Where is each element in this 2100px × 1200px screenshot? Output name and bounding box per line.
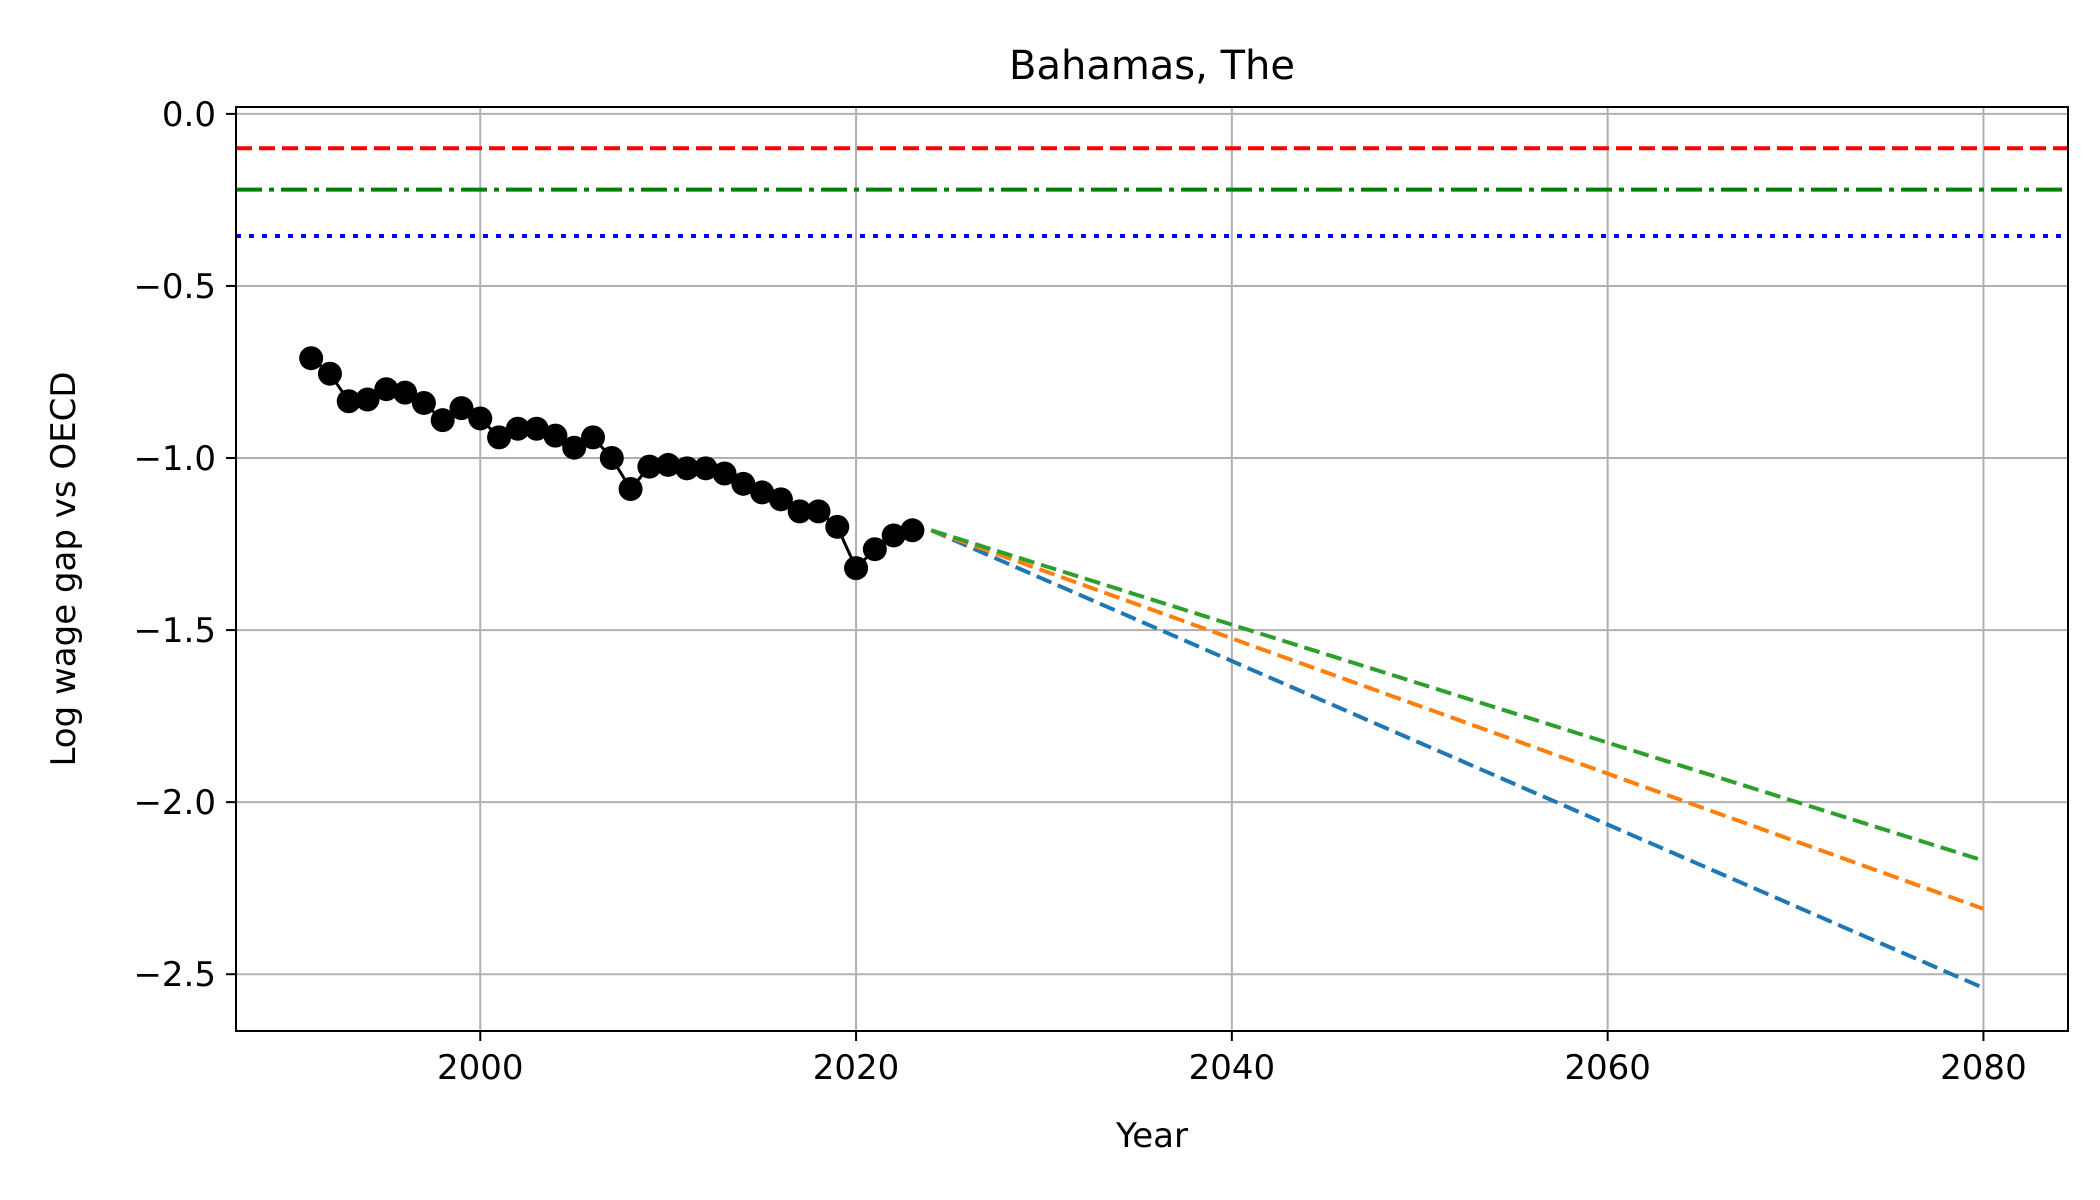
- y-axis-label: Log wage gap vs OECD: [44, 371, 84, 766]
- projection-line: [930, 528, 1985, 911]
- projection-line: [930, 528, 1985, 863]
- history-point: [374, 377, 399, 402]
- history-point: [505, 416, 530, 441]
- history-point: [768, 487, 793, 512]
- history-point: [674, 456, 699, 481]
- y-tick-label: −1.0: [133, 439, 216, 479]
- history-point: [637, 454, 662, 479]
- x-tick-label: 2080: [1940, 1048, 2027, 1088]
- history-point: [712, 461, 737, 486]
- history-point: [581, 425, 606, 450]
- history-point: [336, 389, 361, 414]
- history-point: [693, 456, 718, 481]
- history-point: [731, 471, 756, 496]
- x-tick-label: 2060: [1564, 1048, 1651, 1088]
- history-point: [430, 408, 455, 433]
- history-point: [393, 380, 418, 405]
- history-point: [881, 523, 906, 548]
- history-point: [806, 499, 831, 524]
- history-point: [524, 416, 549, 441]
- history-point: [562, 435, 587, 460]
- history-point: [599, 446, 624, 471]
- history-point: [656, 452, 681, 477]
- history-point: [787, 499, 812, 524]
- y-tick-label: −1.5: [133, 611, 216, 651]
- history-point: [900, 518, 925, 543]
- history-point: [299, 346, 324, 371]
- history-point: [618, 476, 643, 501]
- history-series: [299, 346, 925, 581]
- x-tick-label: 2000: [437, 1048, 524, 1088]
- y-tick-label: −2.0: [133, 783, 216, 823]
- history-point: [317, 361, 342, 386]
- x-tick-label: 2040: [1189, 1048, 1276, 1088]
- y-tick-label: −2.5: [133, 955, 216, 995]
- history-point: [862, 537, 887, 562]
- plot-area-frame: [235, 106, 2069, 1032]
- history-point: [750, 480, 775, 505]
- y-axis-ticks: 0.0 −0.5 −1.0 −1.5 −2.0 −2.5: [133, 95, 236, 995]
- reference-lines: [236, 146, 2068, 239]
- grid: [236, 107, 2068, 1031]
- x-axis-label: Year: [1115, 1116, 1188, 1156]
- history-point: [543, 423, 568, 448]
- history-point: [411, 390, 436, 415]
- history-point: [449, 396, 474, 421]
- y-tick-label: 0.0: [162, 95, 216, 135]
- history-point: [487, 425, 512, 450]
- history-point: [355, 387, 380, 412]
- projection-lines: [930, 528, 1985, 990]
- history-point: [825, 514, 850, 539]
- x-axis-ticks: 2000 2020 2040 2060 2080: [437, 1031, 2027, 1088]
- x-tick-label: 2020: [813, 1048, 900, 1088]
- y-tick-label: −0.5: [133, 267, 216, 307]
- projection-line: [930, 528, 1985, 990]
- chart-title: Bahamas, The: [1009, 43, 1295, 89]
- history-point: [844, 556, 869, 581]
- history-point: [468, 406, 493, 431]
